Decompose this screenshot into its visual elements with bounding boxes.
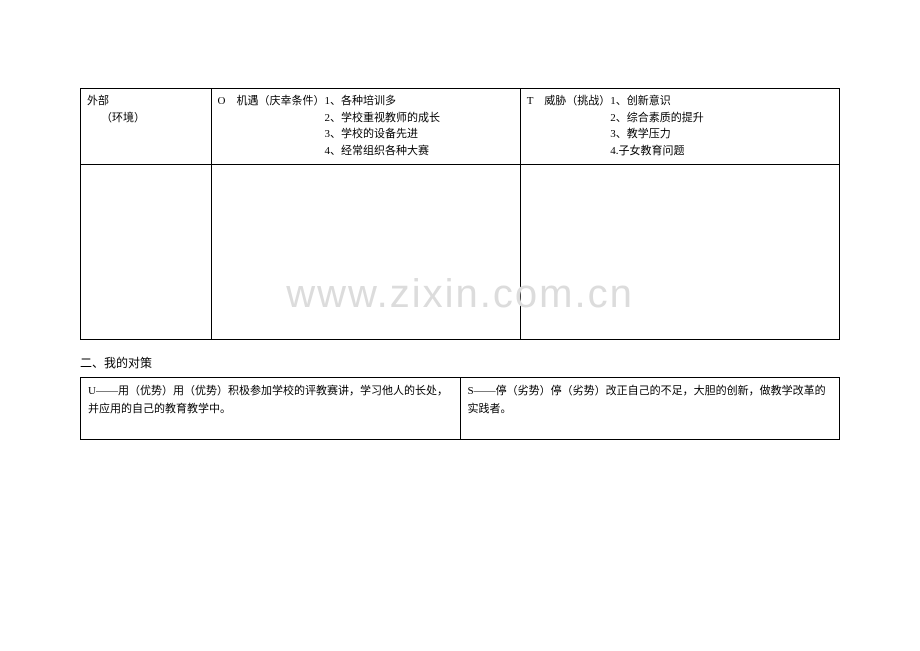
- t-prefix: T 威胁（挑战）: [527, 93, 611, 159]
- strategy-u-cell: U——用（优势）用（优势）积极参加学校的评教赛讲，学习他人的长处，并应用的自己的…: [81, 378, 461, 440]
- o-prefix: O 机遇（庆幸条件）: [218, 93, 325, 159]
- t-item3: 3、教学压力: [610, 126, 704, 143]
- t-item1: 1、创新意识: [610, 93, 704, 110]
- label-line1: 外部: [87, 93, 205, 110]
- external-label-cell: 外部 （环境）: [81, 89, 212, 165]
- label-line2: （环境）: [87, 110, 205, 127]
- swot-table: 外部 （环境） O 机遇（庆幸条件） 1、各种培训多 2、学校重视教师的成长 3…: [80, 88, 840, 340]
- section2-title: 二、我的对策: [80, 354, 840, 371]
- threat-cell: T 威胁（挑战） 1、创新意识 2、综合素质的提升 3、教学压力 4.子女教育问…: [520, 89, 839, 165]
- o-item2: 2、学校重视教师的成长: [324, 110, 440, 127]
- strategy-s-cell: S——停（劣势）停（劣势）改正自己的不足，大胆的创新，做教学改革的实践者。: [460, 378, 840, 440]
- empty-t-cell: [520, 165, 839, 340]
- o-item3: 3、学校的设备先进: [324, 126, 440, 143]
- strategy-table: U——用（优势）用（优势）积极参加学校的评教赛讲，学习他人的长处，并应用的自己的…: [80, 377, 840, 440]
- opportunity-cell: O 机遇（庆幸条件） 1、各种培训多 2、学校重视教师的成长 3、学校的设备先进…: [211, 89, 520, 165]
- o-item1: 1、各种培训多: [324, 93, 440, 110]
- empty-label-cell: [81, 165, 212, 340]
- t-item2: 2、综合素质的提升: [610, 110, 704, 127]
- empty-o-cell: [211, 165, 520, 340]
- page-content: 外部 （环境） O 机遇（庆幸条件） 1、各种培训多 2、学校重视教师的成长 3…: [0, 0, 920, 440]
- t-item4: 4.子女教育问题: [610, 143, 704, 160]
- o-item4: 4、经常组织各种大赛: [324, 143, 440, 160]
